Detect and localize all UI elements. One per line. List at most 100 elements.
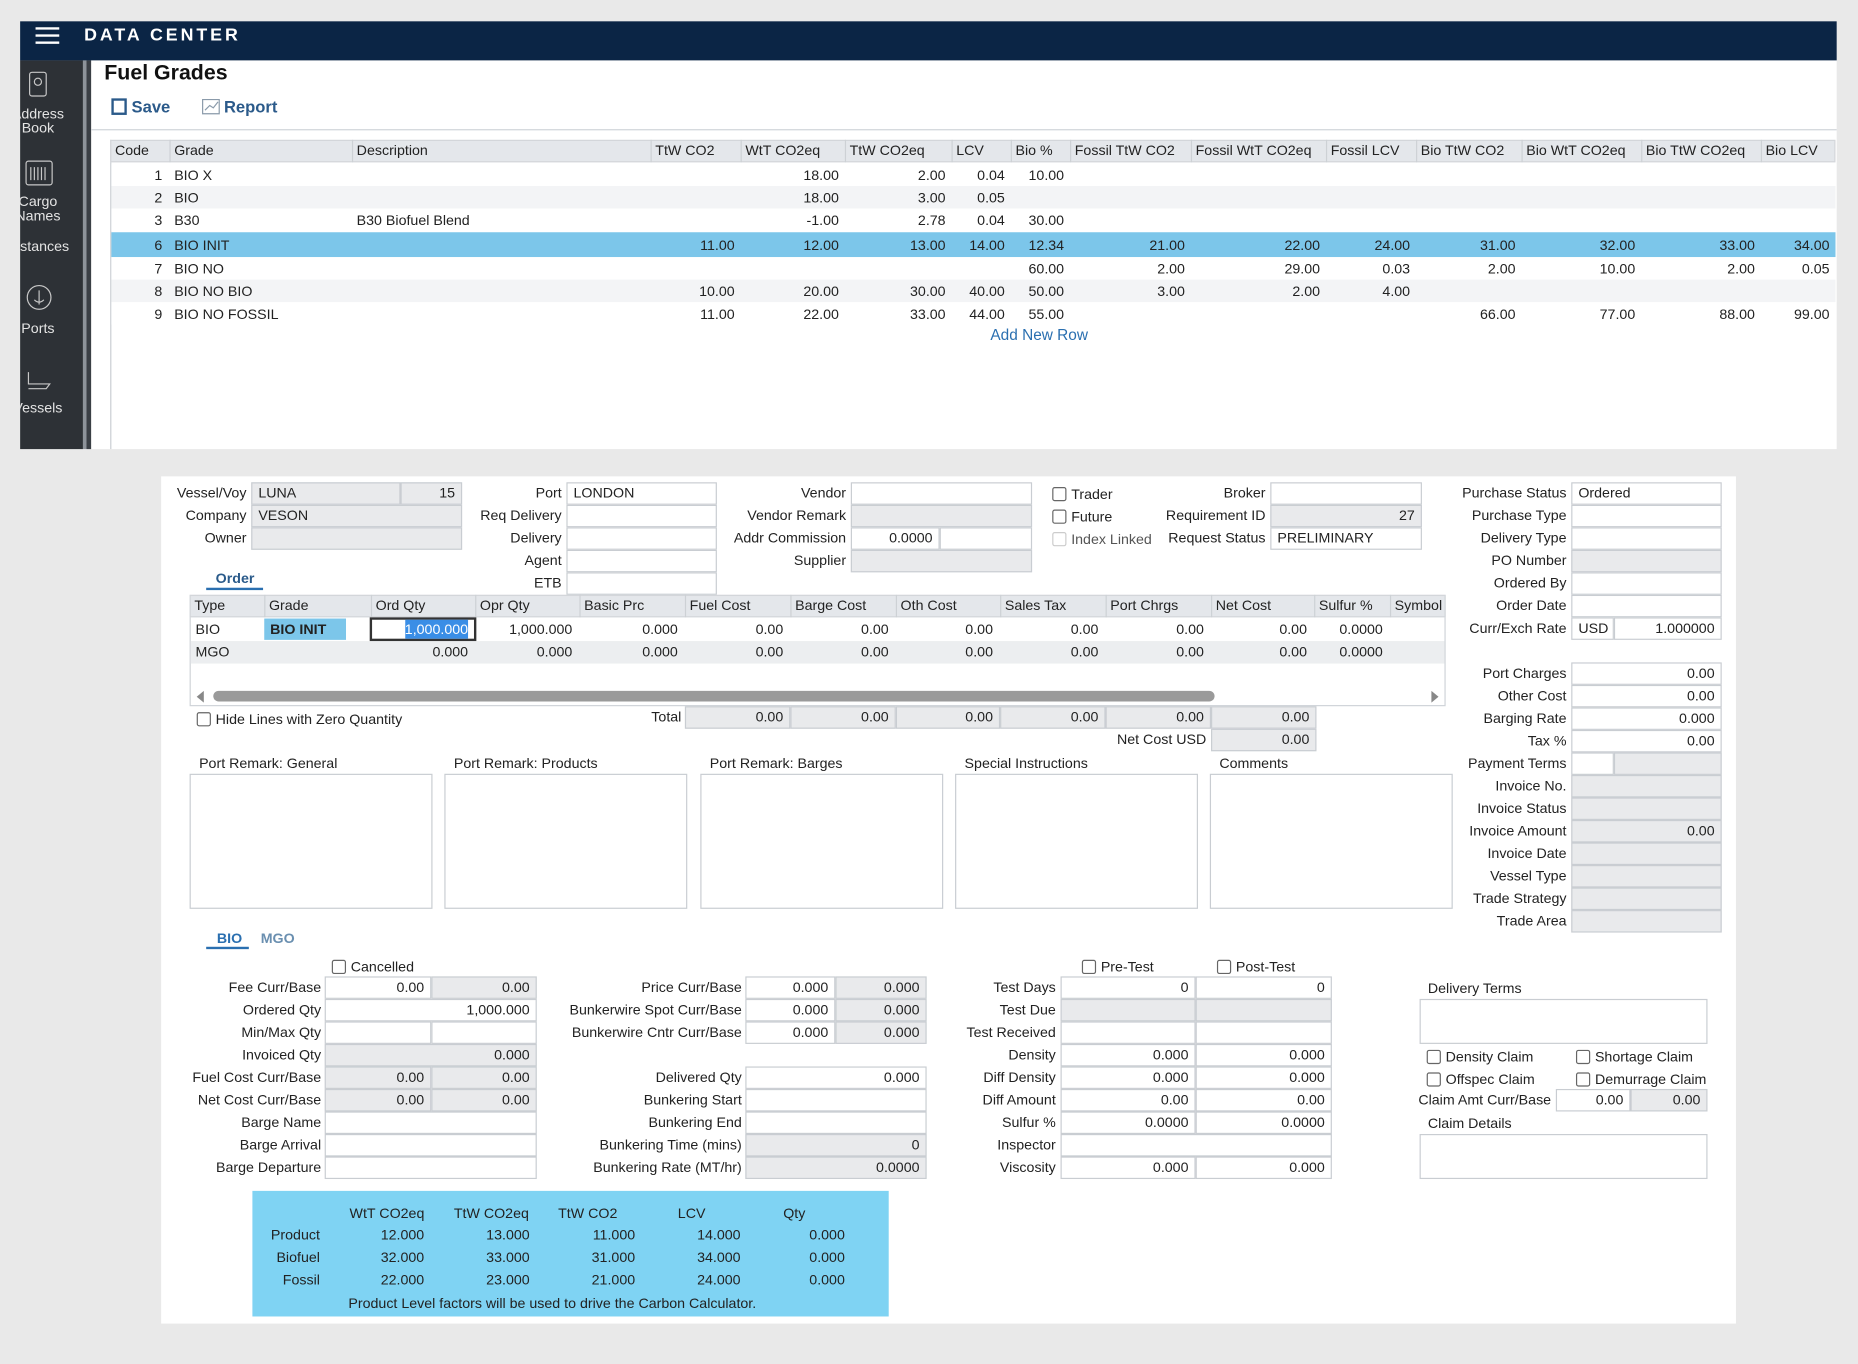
scrollbar-thumb[interactable] [213, 690, 1215, 702]
menu-icon[interactable] [35, 34, 60, 37]
nav-item[interactable]: Vessels [20, 399, 63, 416]
remark-box[interactable] [700, 773, 944, 909]
input-box[interactable]: 0.00 [1571, 729, 1722, 753]
checkbox[interactable] [1575, 1049, 1591, 1065]
input-box[interactable]: 0.000 [1195, 1156, 1332, 1180]
toolbar-button[interactable]: Save [131, 97, 171, 117]
scroll-arrow[interactable] [1431, 690, 1439, 703]
scroll-arrow[interactable] [196, 690, 204, 703]
input-box[interactable]: 0.00 [1060, 1088, 1196, 1112]
nav-item[interactable]: Ports [21, 319, 55, 337]
input-box[interactable] [324, 1133, 537, 1157]
input-box[interactable] [566, 549, 717, 573]
remark-box[interactable] [955, 773, 1198, 909]
checkbox[interactable] [1081, 959, 1097, 975]
grid-row[interactable] [111, 302, 1836, 325]
input-box[interactable] [1270, 482, 1422, 505]
toolbar-button[interactable]: Report [223, 97, 278, 117]
input-box[interactable]: 0.000 [1195, 1066, 1332, 1089]
input-box[interactable]: 0.000 [1195, 1043, 1332, 1067]
report-icon[interactable] [202, 98, 220, 115]
input-box[interactable]: 0 [1060, 976, 1196, 999]
nav-icon[interactable] [29, 71, 47, 97]
input-box[interactable]: 0.000 [1060, 1066, 1196, 1089]
input-box[interactable]: 1,000.000 [324, 998, 537, 1022]
add-row-link[interactable]: Add New Row [990, 325, 1089, 344]
input-box[interactable] [1571, 752, 1614, 775]
field-label: Bunkerwire Cntr Curr/Base [571, 1023, 742, 1041]
tab[interactable]: MGO [260, 930, 295, 947]
input-box[interactable] [1571, 504, 1722, 528]
input-box[interactable] [1571, 594, 1722, 618]
input-box[interactable] [566, 504, 717, 528]
input-box[interactable] [850, 482, 1033, 505]
input-box[interactable]: 0.00 [1571, 662, 1722, 685]
input-box[interactable]: 0 [1195, 976, 1332, 999]
input-box[interactable]: 0.00 [324, 976, 432, 999]
remark-box[interactable] [444, 773, 688, 909]
grid-row[interactable] [111, 279, 1836, 303]
input-box[interactable]: LONDON [566, 482, 717, 505]
checkbox[interactable] [1426, 1049, 1441, 1065]
input-box[interactable] [939, 527, 1033, 550]
input-box[interactable]: 0.000 [745, 998, 836, 1022]
input-box[interactable] [566, 527, 717, 550]
input-box[interactable] [1571, 527, 1722, 550]
input-box[interactable]: 0.00 [1195, 1088, 1332, 1112]
grid-row[interactable] [111, 186, 1836, 209]
input-box[interactable]: 0.000 [1571, 707, 1722, 730]
text-area[interactable] [1419, 1133, 1708, 1180]
checkbox[interactable] [1575, 1072, 1591, 1087]
menu-icon[interactable] [35, 27, 60, 30]
grid-row[interactable] [111, 257, 1836, 280]
input-box[interactable]: 0.000 [745, 1066, 927, 1089]
input-box[interactable]: 0.000 [745, 976, 836, 999]
grid-row[interactable] [190, 641, 1445, 664]
checkbox[interactable] [1052, 487, 1067, 502]
nav-item[interactable]: Cargo Names [20, 193, 61, 224]
save-icon[interactable] [111, 98, 127, 115]
input-box[interactable]: 0.0000 [1060, 1111, 1196, 1134]
input-box[interactable] [324, 1156, 537, 1180]
nav-item[interactable]: Address Book [20, 105, 65, 137]
input-box[interactable]: 0.000 [1060, 1043, 1196, 1067]
input-box[interactable] [1195, 1021, 1332, 1044]
checkbox[interactable] [196, 712, 211, 727]
input-box[interactable] [566, 572, 717, 595]
input-box[interactable] [745, 1088, 927, 1112]
input-box[interactable] [324, 1111, 537, 1134]
checkbox[interactable] [1052, 509, 1067, 524]
input-box[interactable]: PRELIMINARY [1270, 527, 1422, 550]
checkbox[interactable] [331, 959, 347, 975]
checkbox[interactable] [1216, 959, 1232, 975]
input-box[interactable] [1571, 572, 1722, 595]
input-box[interactable] [745, 1111, 927, 1134]
input-box[interactable]: 0.0000 [850, 527, 940, 550]
input-box[interactable]: 1.000000 [1613, 617, 1722, 640]
nav-item[interactable]: Distances [20, 238, 70, 255]
input-box[interactable]: 0.0000 [1195, 1111, 1332, 1134]
grid-row[interactable] [111, 208, 1836, 232]
nav-icon[interactable] [25, 160, 53, 186]
input-box[interactable] [1060, 1133, 1332, 1157]
text-area[interactable] [1419, 998, 1708, 1044]
input-box[interactable] [324, 1021, 432, 1044]
input-box[interactable] [1060, 1021, 1196, 1044]
input-box[interactable]: Ordered [1571, 482, 1722, 505]
grid-row[interactable] [111, 232, 1836, 258]
nav-icon[interactable] [26, 284, 52, 310]
tab[interactable]: Order [215, 569, 255, 587]
checkbox[interactable] [1426, 1072, 1441, 1087]
input-box[interactable]: 0.000 [1060, 1156, 1196, 1180]
nav-icon[interactable] [27, 372, 51, 390]
menu-icon[interactable] [35, 41, 60, 44]
input-box[interactable]: 0.00 [1555, 1088, 1631, 1112]
input-box[interactable]: 0.00 [1571, 684, 1722, 708]
tab[interactable]: BIO [216, 930, 243, 947]
remark-box[interactable] [1209, 773, 1453, 909]
input-box[interactable]: USD [1571, 617, 1614, 640]
grid-row[interactable] [111, 163, 1836, 187]
input-box[interactable]: 0.000 [745, 1021, 836, 1044]
remark-box[interactable] [189, 773, 433, 909]
input-box[interactable] [431, 1021, 537, 1044]
